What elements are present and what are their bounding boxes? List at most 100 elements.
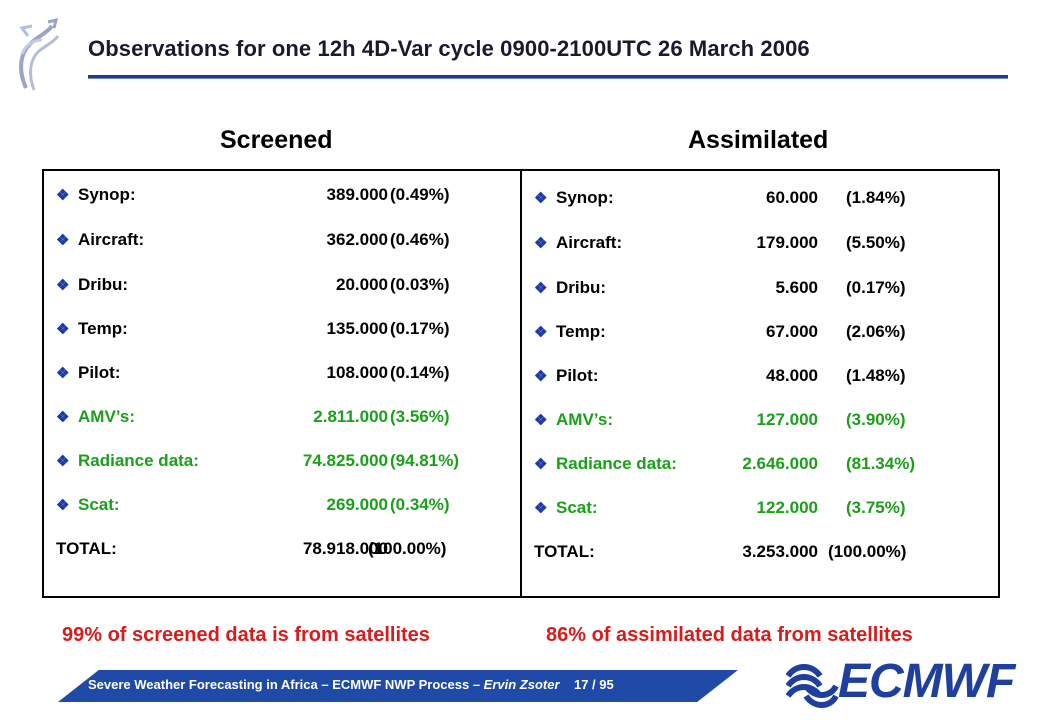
- total-label: TOTAL:: [56, 539, 117, 558]
- page-title: Observations for one 12h 4D-Var cycle 09…: [88, 36, 810, 61]
- row-percent: (5.50%): [846, 233, 906, 252]
- row-value: 122.000: [756, 498, 818, 517]
- diamond-bullet-icon: ❖: [534, 280, 548, 297]
- row-percent: (3.75%): [846, 498, 906, 517]
- row-percent: (0.34%): [390, 495, 450, 514]
- diamond-bullet-icon: ❖: [56, 187, 70, 204]
- assimilated-row-radiance: ❖ Radiance data: 2.646.000 (81.34%): [534, 454, 994, 476]
- row-percent: (0.49%): [390, 185, 450, 204]
- row-label: Pilot:: [556, 366, 599, 385]
- assimilated-row-scat: ❖ Scat: 122.000 (3.75%): [534, 498, 994, 520]
- title-rule: [88, 75, 1008, 79]
- row-value: 179.000: [756, 233, 818, 252]
- assimilated-row-synop: ❖ Synop: 60.000 (1.84%): [534, 188, 994, 210]
- diamond-bullet-icon: ❖: [534, 368, 548, 385]
- row-value: 135.000: [326, 319, 388, 338]
- row-label: Scat:: [556, 498, 598, 517]
- assimilated-heading: Assimilated: [688, 126, 829, 154]
- row-percent: (0.03%): [390, 275, 450, 294]
- assimilated-row-dribu: ❖ Dribu: 5.600 (0.17%): [534, 278, 994, 300]
- screened-satellite-note: 99% of screened data is from satellites: [62, 624, 430, 646]
- diamond-bullet-icon: ❖: [56, 277, 70, 294]
- screened-row-total: TOTAL: 78.918.000 (100.00%): [56, 539, 516, 561]
- row-value: 2.811.000: [313, 407, 388, 426]
- row-label: Dribu:: [78, 275, 129, 294]
- total-percent: (100.00%): [828, 542, 907, 561]
- assimilated-row-amvs: ❖ AMV’s: 127.000 (3.90%): [534, 410, 994, 432]
- diamond-bullet-icon: ❖: [56, 497, 70, 514]
- assimilated-panel: ❖ Synop: 60.000 (1.84%) ❖ Aircraft: 179.…: [520, 169, 1000, 598]
- screened-row-scat: ❖ Scat: 269.000 (0.34%): [56, 495, 516, 517]
- row-percent: (0.17%): [846, 278, 906, 297]
- page-number: 17 / 95: [573, 677, 614, 692]
- wind-swirl-logo-icon: [19, 17, 60, 91]
- assimilated-row-aircraft: ❖ Aircraft: 179.000 (5.50%): [534, 233, 994, 255]
- row-label: Synop:: [78, 185, 136, 204]
- row-value: 20.000: [336, 275, 388, 294]
- diamond-bullet-icon: ❖: [534, 324, 548, 341]
- screened-panel: ❖ Synop: 389.000 (0.49%) ❖ Aircraft: 362…: [42, 169, 522, 598]
- total-percent: (100.00%): [368, 539, 447, 558]
- row-value: 67.000: [766, 322, 818, 341]
- row-value: 2.646.000: [742, 454, 818, 473]
- diamond-bullet-icon: ❖: [56, 365, 70, 382]
- screened-row-aircraft: ❖ Aircraft: 362.000 (0.46%): [56, 230, 516, 252]
- row-value: 74.825.000: [302, 451, 388, 470]
- total-value: 3.253.000: [742, 542, 818, 561]
- screened-row-synop: ❖ Synop: 389.000 (0.49%): [56, 185, 516, 207]
- assimilated-satellite-note: 86% of assimilated data from satellites: [546, 624, 913, 646]
- row-percent: (94.81%): [390, 451, 459, 470]
- row-percent: (0.46%): [390, 230, 450, 249]
- footer-text: Severe Weather Forecasting in Africa – E…: [88, 677, 484, 692]
- row-value: 108.000: [326, 363, 388, 382]
- row-label: AMV’s:: [78, 407, 135, 426]
- row-value: 389.000: [326, 185, 388, 204]
- diamond-bullet-icon: ❖: [56, 232, 70, 249]
- row-value: 60.000: [766, 188, 818, 207]
- row-label: Radiance data:: [556, 454, 677, 473]
- row-label: AMV’s:: [556, 410, 613, 429]
- diamond-bullet-icon: ❖: [56, 409, 70, 426]
- row-label: Scat:: [78, 495, 120, 514]
- total-label: TOTAL:: [534, 542, 595, 561]
- assimilated-row-total: TOTAL: 3.253.000 (100.00%): [534, 542, 994, 564]
- screened-row-pilot: ❖ Pilot: 108.000 (0.14%): [56, 363, 516, 385]
- row-label: Aircraft:: [78, 230, 145, 249]
- row-value: 269.000: [326, 495, 388, 514]
- row-label: Temp:: [556, 322, 606, 341]
- row-label: Dribu:: [556, 278, 607, 297]
- screened-row-dribu: ❖ Dribu: 20.000 (0.03%): [56, 275, 516, 297]
- row-percent: (3.56%): [390, 407, 450, 426]
- ecmwf-logo-icon: [786, 664, 839, 708]
- row-percent: (1.48%): [846, 366, 906, 385]
- footer-author: Ervin Zsoter: [483, 677, 560, 692]
- screened-row-radiance: ❖ Radiance data: 74.825.000 (94.81%): [56, 451, 516, 473]
- footer-caption: Severe Weather Forecasting in Africa – E…: [88, 677, 614, 692]
- row-percent: (1.84%): [846, 188, 906, 207]
- row-label: Temp:: [78, 319, 128, 338]
- screened-row-temp: ❖ Temp: 135.000 (0.17%): [56, 319, 516, 341]
- ecmwf-wordmark: ECMWF: [838, 655, 1015, 708]
- row-label: Aircraft:: [556, 233, 623, 252]
- total-value: 78.918.000: [302, 539, 388, 558]
- row-percent: (0.14%): [390, 363, 450, 382]
- row-percent: (2.06%): [846, 322, 906, 341]
- assimilated-row-temp: ❖ Temp: 67.000 (2.06%): [534, 322, 994, 344]
- row-value: 5.600: [775, 278, 818, 297]
- row-label: Pilot:: [78, 363, 121, 382]
- row-percent: (0.17%): [390, 319, 450, 338]
- screened-heading: Screened: [220, 126, 333, 154]
- assimilated-row-pilot: ❖ Pilot: 48.000 (1.48%): [534, 366, 994, 388]
- footer-bar: [58, 670, 738, 702]
- diamond-bullet-icon: ❖: [534, 412, 548, 429]
- row-value: 127.000: [756, 410, 818, 429]
- row-percent: (3.90%): [846, 410, 906, 429]
- row-value: 362.000: [326, 230, 388, 249]
- diamond-bullet-icon: ❖: [534, 456, 548, 473]
- row-value: 48.000: [766, 366, 818, 385]
- diamond-bullet-icon: ❖: [56, 321, 70, 338]
- row-percent: (81.34%): [846, 454, 915, 473]
- row-label: Radiance data:: [78, 451, 199, 470]
- diamond-bullet-icon: ❖: [534, 500, 548, 517]
- diamond-bullet-icon: ❖: [56, 453, 70, 470]
